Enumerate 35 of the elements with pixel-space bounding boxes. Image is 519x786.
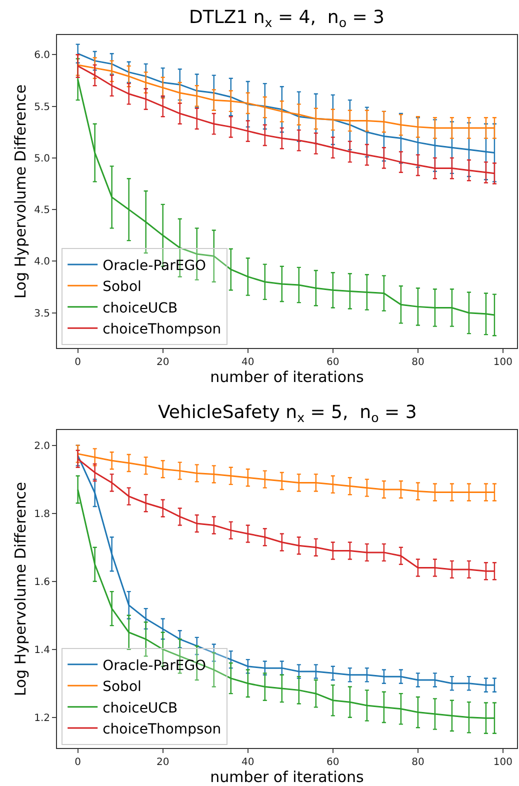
legend-label: choiceThompson (102, 322, 222, 338)
y-tick-label: 1.8 (34, 508, 50, 520)
y-tick-label: 4.0 (34, 256, 50, 268)
legend-label: choiceUCB (102, 300, 178, 316)
x-tick-label: 100 (493, 757, 513, 768)
x-tick-label: 0 (74, 357, 82, 368)
legend-label: Sobol (102, 679, 142, 696)
x-tick-label: 20 (156, 757, 170, 768)
x-tick-label: 80 (412, 357, 424, 368)
y-tick-label: 4.5 (34, 205, 50, 216)
x-tick-label: 60 (326, 357, 340, 368)
x-tick-label: 40 (242, 357, 254, 368)
chart-title: DTLZ1 n$_{x}$ = 4, n$_{o}$ = 3 (189, 7, 385, 30)
y-tick-label: 2.0 (34, 440, 50, 452)
legend-label: choiceThompson (102, 721, 222, 738)
y-tick-label: 5.0 (34, 153, 50, 164)
y-tick-label: 1.4 (34, 644, 50, 656)
x-tick-label: 0 (74, 757, 82, 768)
x-tick-label: 40 (242, 757, 254, 768)
chart-title: VehicleSafety n$_{x}$ = 5, n$_{o}$ = 3 (158, 402, 417, 425)
x-axis-title: number of iterations (210, 368, 364, 386)
y-tick-label: 6.0 (34, 50, 50, 62)
x-tick-label: 20 (156, 357, 170, 368)
x-tick-label: 80 (412, 757, 424, 768)
y-tick-label: 1.6 (34, 576, 50, 588)
x-axis-title: number of iterations (210, 768, 364, 786)
x-tick-label: 60 (326, 757, 340, 768)
y-axis-title: Log Hypervolume Difference (11, 84, 30, 299)
y-tick-label: 1.2 (34, 712, 50, 724)
legend-label: choiceUCB (102, 700, 178, 716)
x-tick-label: 100 (493, 357, 513, 368)
legend-label: Sobol (102, 279, 142, 296)
y-tick-label: 5.5 (34, 102, 50, 113)
y-tick-label: 3.5 (34, 308, 50, 320)
y-axis-title: Log Hypervolume Difference (11, 482, 30, 696)
